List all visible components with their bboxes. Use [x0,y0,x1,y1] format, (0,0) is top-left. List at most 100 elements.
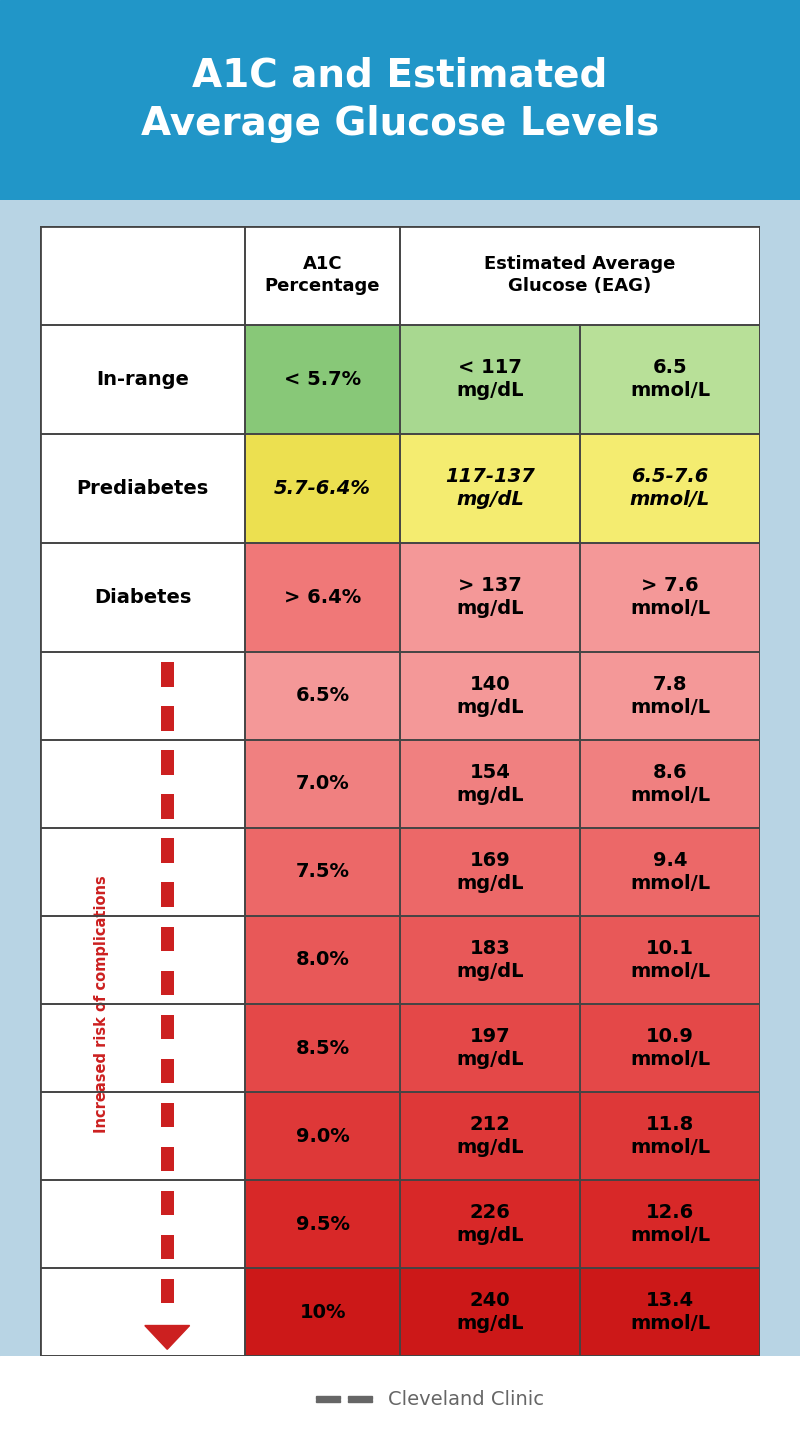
Bar [40,1180,245,1268]
Polygon shape [145,1326,190,1349]
Text: > 7.6
mmol/L: > 7.6 mmol/L [630,577,710,617]
Text: 9.0%: 9.0% [296,1126,350,1145]
Text: 8.5%: 8.5% [295,1038,350,1057]
Bar [245,1092,400,1180]
Bar [400,740,580,829]
Text: > 6.4%: > 6.4% [284,587,362,607]
Bar [40,226,245,325]
Bar [245,226,400,325]
Text: 12.6
mmol/L: 12.6 mmol/L [630,1203,710,1245]
Bar [580,1180,760,1268]
Bar [580,915,760,1004]
Text: 10%: 10% [299,1303,346,1322]
Text: 226
mg/dL: 226 mg/dL [456,1203,524,1245]
Bar [580,1268,760,1356]
Bar [161,1235,174,1259]
Bar [40,652,245,740]
Bar [400,434,580,542]
Bar [400,325,580,434]
Bar [245,434,400,542]
Text: 5.7-6.4%: 5.7-6.4% [274,479,371,497]
Bar [580,325,760,434]
Bar [161,1278,174,1303]
Bar [400,652,580,740]
Bar [400,1268,580,1356]
Bar [580,325,760,434]
Bar [161,1190,174,1216]
Text: Estimated Average
Glucose (EAG): Estimated Average Glucose (EAG) [484,256,676,295]
Bar [161,750,174,775]
Bar [580,740,760,829]
Bar [40,542,245,652]
Bar [245,652,400,740]
Bar [580,542,760,652]
Bar [400,226,760,325]
Bar [400,1092,580,1180]
Bar [40,1004,245,1092]
Bar [580,652,760,740]
Bar [400,1092,580,1180]
Bar [40,1268,245,1356]
Bar [580,915,760,1004]
Bar [161,1058,174,1083]
Text: Cleveland Clinic: Cleveland Clinic [388,1390,544,1408]
Text: 7.0%: 7.0% [296,774,350,794]
Bar [245,1268,400,1356]
Text: 197
mg/dL: 197 mg/dL [456,1027,524,1069]
Text: Increased risk of complications: Increased risk of complications [94,875,109,1132]
Bar [40,325,245,434]
Bar [400,1004,580,1092]
Bar [161,662,174,687]
Bar [40,1092,245,1180]
Text: 240
mg/dL: 240 mg/dL [456,1291,524,1333]
Bar [245,434,400,542]
Bar [40,740,245,829]
Bar [40,915,245,1004]
Text: 140
mg/dL: 140 mg/dL [456,675,524,717]
Text: > 137
mg/dL: > 137 mg/dL [456,577,524,617]
Bar [400,542,580,652]
Bar [40,1180,245,1268]
Bar [245,1004,400,1092]
Bar [245,1004,400,1092]
Bar [580,1092,760,1180]
Text: In-range: In-range [96,370,189,389]
Bar [348,1397,372,1400]
Bar [245,325,400,434]
Bar [580,434,760,542]
Text: 6.5
mmol/L: 6.5 mmol/L [630,359,710,401]
Text: A1C and Estimated
Average Glucose Levels: A1C and Estimated Average Glucose Levels [141,56,659,143]
Bar [400,915,580,1004]
Text: 9.5%: 9.5% [295,1215,350,1233]
Text: 8.6
mmol/L: 8.6 mmol/L [630,763,710,804]
Bar [40,740,245,829]
Bar [580,434,760,542]
Bar [161,839,174,863]
Bar [245,829,400,915]
Bar [580,1180,760,1268]
Text: 6.5-7.6
mmol/L: 6.5-7.6 mmol/L [630,467,710,509]
Bar [400,652,580,740]
Bar [161,1147,174,1171]
Bar [40,829,245,915]
Bar [245,652,400,740]
Text: < 117
mg/dL: < 117 mg/dL [456,359,524,401]
Bar [400,542,580,652]
Bar [245,740,400,829]
Bar [245,915,400,1004]
Bar [245,829,400,915]
Bar [348,1400,372,1403]
Bar [161,1015,174,1040]
Text: 169
mg/dL: 169 mg/dL [456,852,524,892]
Bar [40,1092,245,1180]
Bar [580,740,760,829]
Text: 9.4
mmol/L: 9.4 mmol/L [630,852,710,892]
Bar [40,1004,245,1092]
Text: 10.1
mmol/L: 10.1 mmol/L [630,938,710,980]
Bar [400,915,580,1004]
Bar [245,1268,400,1356]
Bar [161,927,174,951]
Bar [400,325,580,434]
Bar [40,652,245,740]
Bar [400,829,580,915]
